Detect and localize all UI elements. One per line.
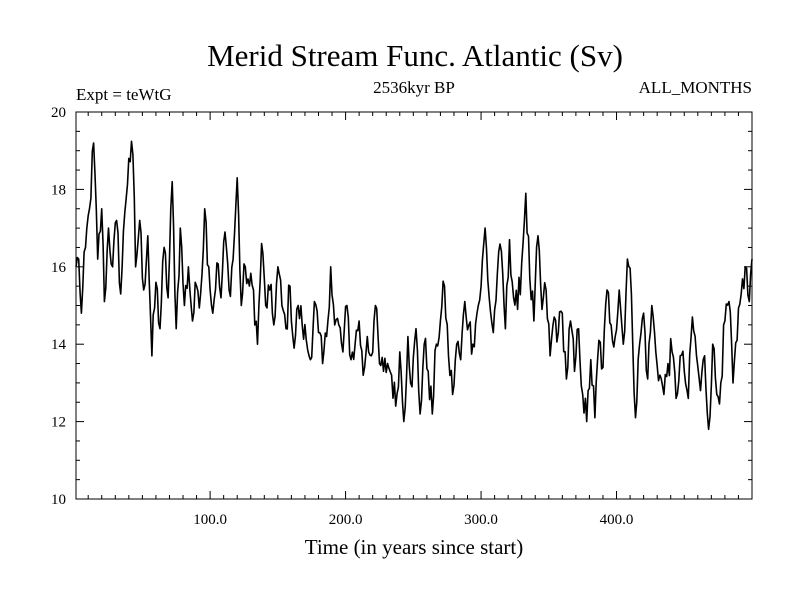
x-tick-label: 300.0 xyxy=(464,512,498,528)
x-axis-label: Time (in years since start) xyxy=(305,535,524,559)
y-tick-label: 12 xyxy=(51,415,66,431)
y-tick-label: 18 xyxy=(51,182,66,198)
series-line xyxy=(75,140,753,431)
y-tick-label: 14 xyxy=(51,337,67,353)
axes: 100.0 200.0 300.0 400.0 10 12 14 16 18 20 xyxy=(51,105,753,528)
y-tick-label: 20 xyxy=(51,105,66,121)
months-label: ALL_MONTHS xyxy=(639,78,752,97)
x-tick-label: 200.0 xyxy=(329,512,363,528)
experiment-label: Expt = teWtG xyxy=(76,85,172,104)
period-label: 2536kyr BP xyxy=(373,78,455,97)
y-tick-label: 16 xyxy=(51,260,67,276)
y-tick-label: 10 xyxy=(51,492,66,508)
chart-title: Merid Stream Func. Atlantic (Sv) xyxy=(207,38,623,73)
x-tick-label: 100.0 xyxy=(193,512,227,528)
x-tick-label: 400.0 xyxy=(600,512,634,528)
plot-area xyxy=(75,140,753,431)
